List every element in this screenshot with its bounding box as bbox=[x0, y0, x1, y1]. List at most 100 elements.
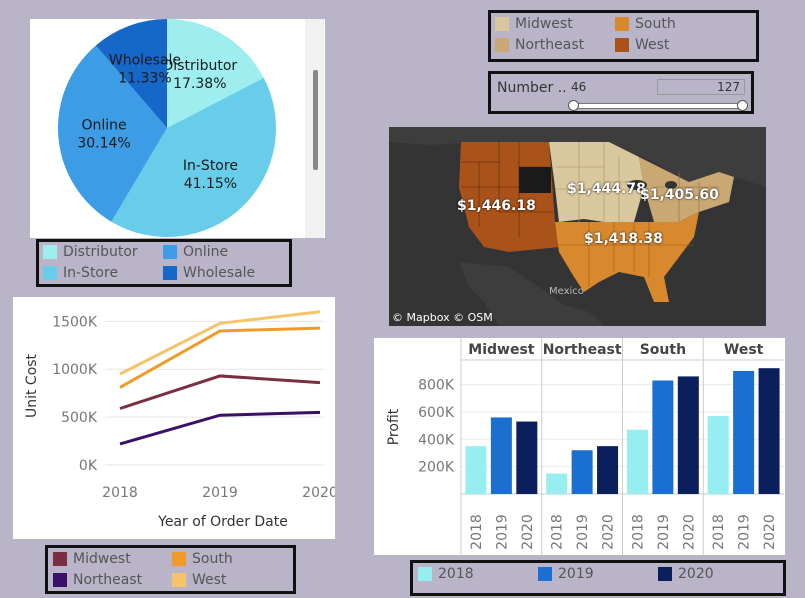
bar-northeast-2018[interactable] bbox=[546, 473, 568, 494]
swatch bbox=[163, 266, 177, 280]
x-axis-title: Year of Order Date bbox=[157, 514, 288, 530]
swatch bbox=[418, 567, 432, 581]
pie-slice-in-store[interactable] bbox=[111, 77, 276, 237]
y-axis-title: Profit bbox=[386, 408, 402, 445]
swatch bbox=[538, 567, 552, 581]
pie-scrollbar-thumb[interactable] bbox=[313, 70, 318, 170]
pie-slice-value: 11.33% bbox=[118, 71, 171, 87]
y-tick-label: 200K bbox=[418, 460, 455, 476]
bar-south-2018[interactable] bbox=[626, 429, 648, 494]
slider-min-handle[interactable] bbox=[568, 100, 579, 111]
pie-slice-value: 41.15% bbox=[184, 176, 237, 192]
pie-slice-value: 30.14% bbox=[77, 136, 130, 152]
slider-max-input[interactable]: 127 bbox=[657, 79, 745, 95]
map-label-northeast: $1,405.60 bbox=[640, 187, 719, 203]
pie-slice-wholesale[interactable] bbox=[95, 19, 167, 128]
region-legend-item-south[interactable]: South bbox=[615, 16, 676, 32]
year-legend-item-2020[interactable]: 2020 bbox=[658, 566, 714, 582]
bar-chart-panel: 200K 400K 600K 800K Profit Midwest 2018 2019 202… bbox=[374, 338, 785, 555]
line-legend-item-midwest[interactable]: Midwest bbox=[53, 551, 131, 567]
midwest-state-borders bbox=[555, 142, 639, 222]
pie-legend-item-wholesale[interactable]: Wholesale bbox=[163, 265, 255, 281]
pie-legend-item-online[interactable]: Online bbox=[163, 244, 228, 260]
region-legend-item-midwest[interactable]: Midwest bbox=[495, 16, 573, 32]
legend-label: Northeast bbox=[515, 37, 585, 53]
line-series-northeast[interactable] bbox=[119, 410, 321, 446]
map-shapes bbox=[389, 127, 766, 326]
bar-west-2019[interactable] bbox=[733, 370, 755, 494]
pie-slice-label: Distributor bbox=[162, 58, 237, 74]
line-legend-item-south[interactable]: South bbox=[172, 551, 233, 567]
legend-label: West bbox=[635, 37, 670, 53]
map-attribution[interactable]: © Mapbox © OSM bbox=[392, 311, 493, 324]
y-tick-label: 1000K bbox=[52, 362, 98, 378]
line-chart: 0K 500K 1000K 1500K 2018 2019 2020 Year of Orde… bbox=[24, 310, 338, 530]
slider-label: Number .. bbox=[497, 80, 567, 96]
line-series-midwest[interactable] bbox=[119, 374, 321, 410]
y-tick-label: 0K bbox=[79, 458, 98, 474]
legend-label: 2020 bbox=[678, 566, 714, 582]
pie-legend-item-in-store[interactable]: In-Store bbox=[43, 265, 118, 281]
great-lakes bbox=[627, 180, 647, 190]
slider-max-handle[interactable] bbox=[737, 100, 748, 111]
line-chart-panel: 0K 500K 1000K 1500K 2018 2019 2020 Year of Orde… bbox=[13, 297, 338, 539]
year-legend-item-2018[interactable]: 2018 bbox=[418, 566, 474, 582]
line-series-south[interactable] bbox=[119, 326, 321, 389]
pie-chart: Distributor 17.38% In-Store 41.15% Online 30.… bbox=[58, 19, 276, 237]
x-tick-label: 2019 bbox=[737, 514, 753, 550]
bar-northeast-2019[interactable] bbox=[571, 450, 593, 494]
map-label-south: $1,418.38 bbox=[584, 231, 663, 247]
bar-west-2018[interactable] bbox=[707, 416, 729, 494]
region-northeast bbox=[639, 157, 734, 222]
bar-midwest-2019[interactable] bbox=[490, 417, 512, 494]
line-legend-item-northeast[interactable]: Northeast bbox=[53, 572, 142, 588]
pie-slice-distributor[interactable] bbox=[167, 19, 264, 128]
year-legend-item-2019[interactable]: 2019 bbox=[538, 566, 594, 582]
great-lakes bbox=[665, 181, 677, 189]
pie-scrollbar[interactable] bbox=[305, 19, 324, 238]
x-tick-label: 2018 bbox=[550, 514, 566, 550]
panel-header-northeast: Northeast bbox=[543, 342, 622, 358]
region-south bbox=[555, 212, 699, 302]
x-tick-label: 2018 bbox=[711, 514, 727, 550]
x-tick-label: 2020 bbox=[520, 514, 536, 550]
northeast-state-borders bbox=[654, 172, 719, 222]
x-tick-label: 2020 bbox=[762, 514, 778, 550]
legend-label: Midwest bbox=[515, 16, 573, 32]
swatch bbox=[53, 573, 67, 587]
y-tick-label: 500K bbox=[61, 410, 98, 426]
slider-min-value: 46 bbox=[571, 80, 587, 94]
region-legend-item-northeast[interactable]: Northeast bbox=[495, 37, 584, 53]
year-legend: 2018 2019 2020 bbox=[410, 560, 786, 596]
south-state-borders bbox=[555, 222, 694, 287]
region-missing-state bbox=[519, 167, 551, 193]
us-region-map[interactable]: $1,446.18 $1,444.78 $1,405.60 $1,418.38 … bbox=[389, 127, 766, 326]
panel-header-west: West bbox=[724, 342, 764, 358]
panel-header-south: South bbox=[640, 342, 686, 358]
bar-south-2020[interactable] bbox=[677, 376, 699, 494]
legend-label: Northeast bbox=[73, 572, 143, 588]
pie-legend: Distributor Online In-Store Wholesale bbox=[36, 239, 292, 287]
bar-midwest-2018[interactable] bbox=[465, 446, 487, 494]
swatch bbox=[615, 38, 629, 52]
bar-west-2020[interactable] bbox=[758, 368, 780, 494]
pie-slice-online[interactable] bbox=[58, 45, 167, 222]
bar-northeast-2020[interactable] bbox=[597, 446, 619, 494]
line-legend-item-west[interactable]: West bbox=[172, 572, 226, 588]
swatch bbox=[43, 245, 57, 259]
legend-label: South bbox=[635, 16, 676, 32]
pie-legend-item-distributor[interactable]: Distributor bbox=[43, 244, 138, 260]
bar-south-2019[interactable] bbox=[652, 380, 674, 494]
mexico-landmass bbox=[459, 262, 604, 326]
region-midwest bbox=[549, 142, 644, 222]
pie-chart-panel: Distributor 17.38% In-Store 41.15% Online 30.… bbox=[30, 19, 325, 238]
legend-label: Distributor bbox=[63, 244, 138, 260]
bar-midwest-2020[interactable] bbox=[516, 421, 538, 494]
y-axis-title: Unit Cost bbox=[24, 353, 40, 418]
swatch bbox=[495, 17, 509, 31]
line-series-west[interactable] bbox=[119, 310, 321, 376]
y-tick-label: 600K bbox=[418, 405, 455, 421]
slider-track[interactable] bbox=[573, 103, 745, 109]
pie-slice-label: Online bbox=[81, 118, 126, 134]
region-legend-item-west[interactable]: West bbox=[615, 37, 669, 53]
